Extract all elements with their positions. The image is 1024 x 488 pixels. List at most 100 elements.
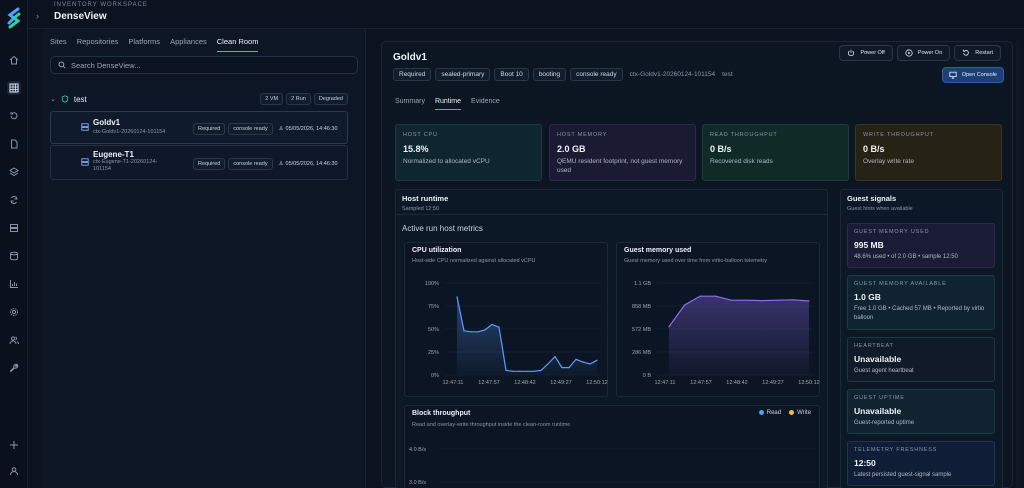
legend-read-label: Read — [766, 410, 782, 417]
data-point — [463, 330, 465, 332]
card-desc: Free 1.0 GB • Cached 57 MB • Reported by… — [854, 306, 985, 321]
search-icon — [58, 61, 66, 69]
restart-button[interactable]: Restart — [954, 45, 1001, 61]
home-icon[interactable] — [7, 53, 21, 67]
data-point — [575, 358, 577, 360]
app-logo-icon[interactable] — [5, 7, 23, 29]
tab-appliances[interactable]: Appliances — [170, 37, 207, 46]
stat-label: READ THROUGHPUT — [710, 132, 778, 138]
power-on-label: Power On — [917, 50, 943, 56]
x-tick-label: 12:49:27 — [762, 380, 783, 386]
open-console-button[interactable]: Open Console — [941, 67, 1004, 83]
y-tick-label: 4.0 B/s — [409, 447, 426, 453]
layers-icon[interactable] — [7, 165, 21, 179]
history-icon[interactable] — [7, 109, 21, 123]
y-tick-label: 0% — [431, 373, 439, 379]
data-point — [540, 369, 542, 371]
card-desc: Guest agent heartbeat — [854, 368, 914, 374]
legend-read[interactable]: Read — [758, 410, 782, 417]
vm-name: Goldv1 — [93, 118, 121, 127]
card-label: TELEMETRY FRESHNESS — [854, 447, 938, 453]
chevron-right-icon[interactable]: › — [36, 11, 39, 21]
guest-uptime-card: GUEST UPTIME Unavailable Guest-reported … — [847, 389, 995, 434]
stat-host-cpu: HOST CPU 15.8% Normalized to allocated v… — [395, 124, 542, 181]
card-desc: Guest-reported uptime — [854, 420, 915, 426]
vm-row-goldv1[interactable]: Goldv1 ctx-Goldv1-20260124-101154 Requir… — [50, 111, 348, 144]
chart-subtitle: Read and overlay-write throughput inside… — [412, 422, 571, 428]
nav-tabs: Sites Repositories Platforms Appliances … — [50, 37, 259, 52]
vm-context: ctx-Goldv1-20260124-101154 — [93, 129, 166, 135]
vm-row-eugene[interactable]: Eugene-T1 ctx-Eugene-T1-20260124-101154 … — [50, 145, 348, 180]
card-label: GUEST UPTIME — [854, 395, 905, 401]
data-point — [582, 361, 584, 363]
vm-date-text: 05/05/2026, 14:46:30 — [285, 161, 338, 167]
memory-chart: Guest memory used Guest memory used over… — [616, 242, 820, 397]
y-tick-label: 75% — [428, 304, 439, 310]
group-vm-count: 2 VM — [260, 93, 284, 105]
wrench-icon[interactable] — [7, 361, 21, 375]
guest-subtitle: Guest hints when available — [847, 206, 913, 212]
guest-memory-available-card: GUEST MEMORY AVAILABLE 1.0 GB Free 1.0 G… — [847, 275, 995, 330]
scrollbar[interactable] — [1016, 41, 1020, 488]
card-value: 995 MB — [854, 240, 884, 250]
stat-host-memory: HOST MEMORY 2.0 GB QEMU resident footpri… — [549, 124, 696, 181]
data-point — [547, 363, 549, 365]
stat-desc: Overlay write rate — [863, 158, 914, 165]
block-plot: 4.0 B/s 3.0 B/s — [409, 447, 815, 486]
chart-title: CPU utilization — [412, 247, 462, 254]
data-point — [477, 331, 479, 333]
tab-runtime[interactable]: Runtime — [434, 98, 462, 110]
vm-chips: Required sealed-primary Boot 10 booting … — [393, 68, 733, 81]
x-tick-label: 12:49:27 — [550, 380, 571, 386]
gear-icon[interactable] — [7, 305, 21, 319]
runtime-divider — [396, 214, 827, 215]
data-point — [484, 329, 486, 331]
host-runtime-panel: Host runtime Sampled 12:50 Active run ho… — [395, 189, 828, 488]
group-row[interactable]: ⌄ test 2 VM 2 Run Degraded — [50, 92, 348, 106]
tab-sites[interactable]: Sites — [50, 37, 67, 46]
tab-repositories[interactable]: Repositories — [76, 37, 119, 46]
data-point — [554, 356, 556, 358]
workspace-title: DenseView — [54, 11, 107, 22]
tab-summary[interactable]: Summary — [395, 98, 425, 105]
power-off-button[interactable]: Power Off — [839, 45, 893, 61]
document-icon[interactable] — [7, 137, 21, 151]
guest-memory-used-card: GUEST MEMORY USED 995 MB 48.6% used • of… — [847, 223, 995, 268]
group-run-count: 2 Run — [286, 93, 311, 105]
user-icon[interactable] — [7, 464, 21, 478]
tab-clean-room[interactable]: Clean Room — [216, 37, 259, 52]
collapse-icon[interactable] — [7, 438, 21, 452]
database-icon[interactable] — [7, 249, 21, 263]
legend-write[interactable]: Write — [789, 410, 811, 416]
legend-write-label: Write — [797, 410, 811, 417]
stat-desc: Recovered disk reads — [710, 158, 773, 165]
chip-state: booting — [532, 68, 567, 81]
power-off-label: Power Off — [860, 50, 885, 56]
card-desc: 48.6% used • of 2.0 GB • sample 12:50 — [854, 254, 958, 260]
tab-evidence[interactable]: Evidence — [471, 98, 500, 105]
vm-group-text: test — [722, 71, 733, 78]
sync-icon[interactable] — [7, 193, 21, 207]
server-icon[interactable] — [7, 221, 21, 235]
user-icon: ♙ — [278, 161, 284, 167]
users-icon[interactable] — [7, 333, 21, 347]
chip-boot: Boot 10 — [494, 68, 529, 81]
stat-read-throughput: READ THROUGHPUT 0 B/s Recovered disk rea… — [702, 124, 849, 181]
restart-label: Restart — [975, 50, 993, 56]
data-point — [777, 299, 779, 301]
grid-icon[interactable] — [7, 81, 21, 95]
y-tick-label: 286 MB — [632, 350, 651, 356]
power-on-button[interactable]: Power On — [896, 45, 951, 61]
chevron-down-icon[interactable]: ⌄ — [50, 96, 56, 103]
data-point — [683, 304, 686, 306]
data-point — [792, 299, 795, 301]
x-tick-label: 12:47:57 — [690, 380, 711, 386]
cpu-plot: 100% 75% 50% 25% 0%12:47:11 12:47:57 12:48:42 1… — [425, 281, 608, 386]
data-point — [491, 323, 493, 325]
chart-title: Guest memory used — [624, 247, 692, 254]
tab-platforms[interactable]: Platforms — [128, 37, 161, 46]
chart-icon[interactable] — [7, 277, 21, 291]
search-input[interactable]: Search DenseView... — [50, 56, 358, 74]
x-tick-label: 12:47:11 — [442, 380, 463, 386]
card-desc: Latest persisted guest-signal sample — [854, 472, 952, 478]
